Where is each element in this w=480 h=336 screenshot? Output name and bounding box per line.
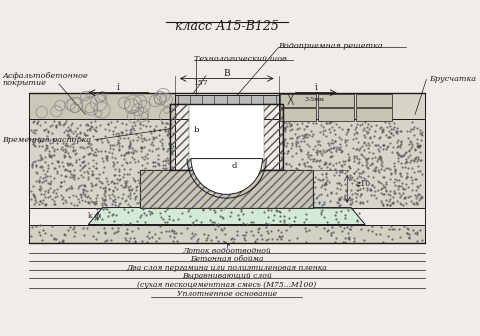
Text: i: i: [117, 83, 120, 92]
Text: Асфальтобетонное: Асфальтобетонное: [2, 72, 88, 80]
Text: 157: 157: [193, 79, 208, 87]
Text: Уплотненное основание: Уплотненное основание: [177, 290, 277, 298]
Bar: [175, 94, 278, 104]
Bar: [280, 108, 316, 121]
Bar: [278, 119, 424, 208]
Bar: [29, 119, 175, 208]
Text: Брусчатка: Брусчатка: [429, 75, 476, 83]
Bar: [280, 94, 316, 107]
Text: i: i: [315, 83, 318, 92]
Text: 3-5мм: 3-5мм: [305, 97, 325, 102]
Bar: [189, 159, 264, 170]
Polygon shape: [88, 208, 365, 224]
Bar: [356, 94, 392, 107]
Bar: [170, 104, 283, 170]
Text: B: B: [223, 69, 230, 78]
Text: Бетонная обойма: Бетонная обойма: [190, 255, 264, 263]
Bar: [318, 108, 354, 121]
Text: park: park: [255, 194, 326, 221]
Text: d: d: [231, 162, 237, 170]
Text: (сухая пескоцементная смесь (М75...М100): (сухая пескоцементная смесь (М75...М100): [137, 281, 316, 289]
Bar: [318, 94, 354, 107]
Bar: [189, 104, 264, 170]
Bar: [140, 170, 313, 208]
Text: Технологический шов: Технологический шов: [194, 55, 287, 63]
Text: sto: sto: [147, 176, 210, 210]
Text: Временная распорка: Временная распорка: [2, 136, 92, 144]
Bar: [278, 93, 424, 119]
Text: покрытие: покрытие: [2, 79, 47, 87]
Text: Выравнивающий слой: Выравнивающий слой: [182, 272, 272, 280]
Bar: [356, 108, 392, 121]
Text: b: b: [194, 126, 199, 134]
Bar: [29, 93, 175, 119]
Wedge shape: [191, 159, 263, 194]
Text: Лоток водоотводной: Лоток водоотводной: [182, 247, 271, 255]
Bar: [140, 170, 313, 208]
Text: ≥10: ≥10: [354, 180, 370, 188]
Bar: [264, 104, 283, 170]
Text: Водоприемная решетка: Водоприемная решетка: [278, 42, 383, 50]
Text: Два слоя пергамина или полиэтиленовая пленка: Два слоя пергамина или полиэтиленовая пл…: [126, 264, 327, 272]
Text: класс А15-В125: класс А15-В125: [175, 20, 279, 33]
Bar: [29, 224, 424, 243]
Text: k: k: [88, 212, 93, 220]
Bar: [170, 104, 189, 170]
